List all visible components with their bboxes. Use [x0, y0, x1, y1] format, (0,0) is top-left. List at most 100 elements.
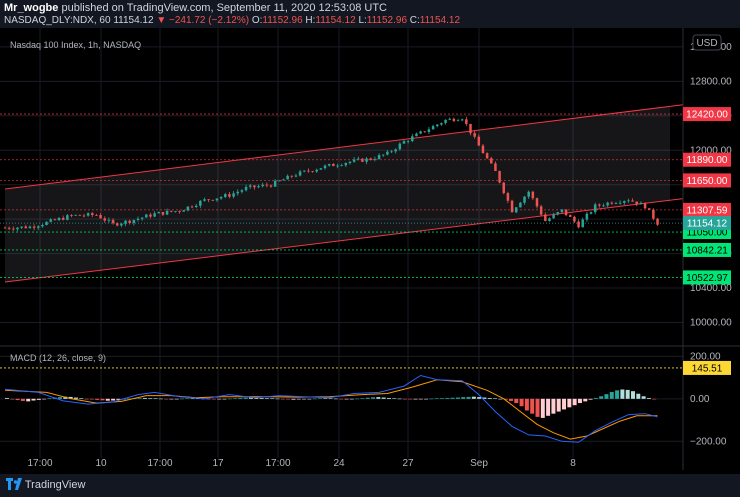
tradingview-icon	[6, 478, 22, 490]
price-candles[interactable]	[3, 116, 659, 232]
macd-histogram-bar	[652, 398, 657, 400]
candle-body	[282, 179, 285, 181]
time-tick-label: 24	[333, 458, 345, 469]
macd-histogram-bar	[180, 398, 185, 400]
macd-histogram-bar	[89, 398, 94, 400]
macd-histogram-bar	[137, 398, 142, 399]
macd-histogram-bar	[418, 398, 423, 400]
candle-body	[357, 158, 360, 160]
price-tick-label: 12800.00	[690, 76, 732, 87]
low-value: 11152.96	[366, 15, 408, 26]
candle-body	[460, 119, 464, 121]
candle-body	[618, 202, 622, 204]
candle-body	[132, 219, 136, 223]
candle-body	[66, 215, 69, 220]
candle-body	[120, 223, 123, 226]
level-label: 11307.59	[687, 205, 728, 216]
macd-histogram-bar	[530, 398, 535, 414]
macd-histogram-bar	[233, 398, 238, 399]
macd-histogram-bar	[588, 398, 593, 400]
candle-body	[194, 205, 198, 208]
author-name[interactable]: Mr_wogbe	[4, 2, 59, 14]
trend-channel[interactable]	[4, 104, 684, 283]
candle-body	[623, 201, 626, 203]
candle-body	[20, 226, 23, 228]
candle-body	[257, 186, 260, 188]
macd-histogram-bar	[402, 398, 407, 400]
macd-histogram-bar	[625, 389, 630, 399]
macd-histogram-bar	[5, 397, 9, 399]
candle-body	[394, 149, 397, 152]
currency-label[interactable]: USD	[696, 38, 717, 49]
time-axis[interactable]: 17:00 10 17:00 17 17:00 24 27 Sep 8	[27, 458, 576, 469]
macd-histogram-bar	[127, 398, 131, 400]
candle-body	[498, 170, 501, 183]
candle-body	[544, 214, 547, 222]
published-header: Mr_wogbe published on TradingView.com, S…	[0, 0, 740, 28]
time-tick-label: 17:00	[147, 458, 172, 469]
macd-histogram-bar	[227, 398, 232, 400]
candle-body	[74, 214, 77, 216]
macd-histogram-bar	[249, 397, 254, 399]
level-label: 10522.97	[686, 273, 728, 284]
candle-body	[494, 163, 497, 171]
macd-histogram-bar	[153, 398, 158, 399]
macd-histogram-bar	[148, 398, 153, 399]
time-tick-label: 27	[402, 458, 414, 469]
macd-legend: MACD (12, 26, close, 9)	[10, 353, 106, 363]
candle-body	[145, 214, 148, 218]
level-label-box	[683, 242, 731, 257]
macd-histogram-bar	[42, 398, 47, 400]
macd-histogram-bar	[604, 394, 609, 399]
tradingview-logo[interactable]: TradingView	[6, 478, 85, 491]
macd-histogram-bar	[445, 397, 450, 399]
candle-body	[506, 193, 510, 201]
candle-body	[531, 191, 535, 199]
candle-body	[327, 164, 331, 166]
candle-body	[103, 218, 106, 221]
macd-histogram-bar	[471, 396, 476, 399]
macd-histogram-bar	[461, 397, 466, 399]
candle-body	[348, 161, 352, 163]
macd-histogram-bar	[567, 398, 572, 408]
chart-canvas[interactable]: Nasdaq 100 Index, 1h, NASDAQ MACD (12, 2…	[0, 28, 740, 470]
macd-histogram-bar	[280, 398, 285, 400]
macd-histogram-bar	[583, 398, 588, 402]
candle-body	[244, 186, 248, 191]
candle-body	[485, 153, 489, 159]
macd-histogram-bar	[535, 398, 540, 417]
macd-histogram-bar	[487, 397, 492, 399]
macd-histogram-bar	[63, 396, 68, 399]
macd-histogram-bar	[169, 398, 174, 400]
candle-body	[124, 220, 127, 224]
macd-histogram-bar	[296, 398, 301, 400]
candle-body	[535, 198, 539, 207]
candle-body	[248, 185, 252, 187]
candle-body	[602, 205, 605, 207]
footer-bar: TradingView	[0, 474, 740, 497]
level-label-box	[683, 107, 731, 122]
macd-histogram-bar	[73, 397, 78, 399]
macd-histogram-bar	[508, 398, 513, 401]
published-text: published on TradingView.com, September …	[61, 2, 387, 14]
macd-indicator[interactable]	[0, 367, 683, 443]
candle-body	[16, 227, 19, 230]
macd-histogram-bar	[482, 397, 487, 399]
macd-histogram-bar	[572, 398, 577, 406]
candle-body	[86, 213, 90, 216]
level-label-box	[683, 270, 731, 285]
macd-histogram-bar	[328, 398, 333, 399]
macd-histogram-bar	[254, 397, 259, 399]
candle-body	[552, 214, 555, 219]
level-label: 11650.00	[687, 176, 728, 187]
macd-histogram-bar	[222, 398, 227, 400]
candle-body	[290, 175, 294, 177]
candle-body	[369, 158, 372, 160]
horizontal-levels[interactable]	[0, 113, 683, 278]
currency-button[interactable]	[692, 34, 722, 51]
last-price-box	[683, 216, 731, 231]
macd-tick-label: 0.00	[690, 394, 710, 405]
candle-body	[569, 215, 572, 217]
candle-body	[423, 131, 427, 133]
macd-histogram-bar	[631, 391, 635, 399]
